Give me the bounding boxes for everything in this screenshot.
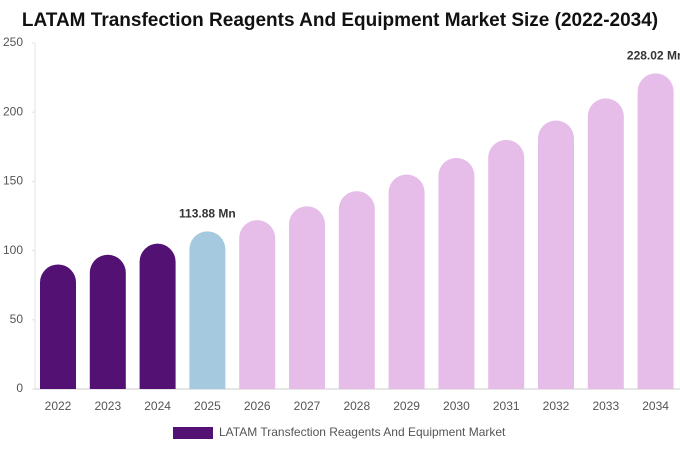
x-tick-label: 2025 [194,399,221,413]
bar [89,254,126,389]
bar [637,73,674,389]
y-tick-label: 250 [3,35,23,49]
bar [189,231,226,389]
bar [338,191,375,389]
bar [239,220,276,389]
y-tick-label: 200 [3,104,23,118]
x-tick-label: 2028 [343,399,370,413]
x-tick-label: 2022 [45,399,72,413]
legend-label: LATAM Transfection Reagents And Equipmen… [219,425,506,439]
x-tick-label: 2033 [592,399,619,413]
y-tick-label: 50 [10,312,24,326]
x-tick-label: 2030 [443,399,470,413]
x-tick-label: 2029 [393,399,420,413]
bar [289,206,325,389]
x-tick-label: 2027 [294,399,321,413]
chart-title: LATAM Transfection Reagents And Equipmen… [22,10,658,31]
bar [438,157,475,389]
bar [488,139,525,389]
x-tick-label: 2034 [642,399,669,413]
data-label: 228.02 Mn [627,49,680,63]
y-tick-label: 0 [16,381,23,395]
bar [538,120,574,389]
x-tick-label: 2031 [493,399,520,413]
y-tick-label: 150 [3,174,23,188]
bar [139,243,176,389]
x-tick-label: 2024 [144,399,171,413]
bar [40,264,76,389]
x-tick-label: 2023 [94,399,121,413]
bar [388,174,425,389]
data-label: 113.88 Mn [179,207,236,221]
x-tick-label: 2026 [244,399,271,413]
y-tick-label: 100 [3,243,23,257]
legend-swatch [173,427,213,439]
x-tick-label: 2032 [543,399,570,413]
bar [587,98,624,390]
